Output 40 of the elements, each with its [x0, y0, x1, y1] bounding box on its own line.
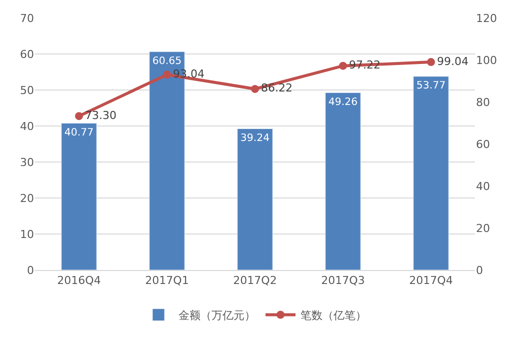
y-tick-label: 0 — [27, 264, 34, 277]
y2-tick-label: 60 — [476, 138, 490, 151]
x-tick-label: 2017Q3 — [321, 274, 365, 288]
data-label: 60.65 — [152, 56, 182, 67]
y2-tick-label: 80 — [476, 96, 490, 109]
y-tick-label: 60 — [20, 48, 34, 61]
y-tick-label: 20 — [20, 192, 34, 205]
y-tick-label: 30 — [20, 156, 34, 169]
x-tick-label: 2016Q4 — [57, 274, 101, 288]
x-tick-label: 2017Q2 — [233, 274, 277, 288]
point — [427, 58, 435, 66]
y2-tick-label: 120 — [476, 12, 497, 25]
point — [339, 62, 347, 70]
x-tick-label: 2017Q1 — [145, 274, 189, 288]
bar — [413, 76, 449, 270]
data-label: 49.26 — [328, 96, 358, 108]
point — [163, 70, 171, 79]
data-label: 86.22 — [261, 82, 292, 95]
point — [251, 84, 259, 93]
data-label: 39.24 — [240, 133, 270, 144]
y2-tick-label: 40 — [476, 180, 490, 193]
y-tick-label: 40 — [20, 120, 34, 133]
point — [75, 112, 83, 120]
data-label: 97.22 — [349, 58, 380, 72]
y2-tick-label: 100 — [476, 54, 497, 67]
legend-label: 笔数（亿笔） — [300, 309, 366, 322]
y-tick-label: 50 — [20, 84, 34, 97]
legend-label: 金额（万亿元） — [178, 309, 256, 322]
bar — [61, 122, 97, 270]
data-label: 73.30 — [85, 108, 116, 122]
y-tick-label: 70 — [20, 12, 34, 25]
y2-tick-label: 20 — [476, 222, 490, 235]
data-label: 40.77 — [64, 128, 94, 138]
y-tick-label: 10 — [20, 228, 34, 241]
data-label: 53.77 — [416, 80, 446, 92]
x-tick-label: 2017Q4 — [409, 274, 453, 288]
bar — [325, 92, 361, 270]
y2-tick-label: 0 — [476, 264, 483, 277]
bar — [237, 128, 273, 270]
data-label: 99.04 — [437, 54, 468, 68]
